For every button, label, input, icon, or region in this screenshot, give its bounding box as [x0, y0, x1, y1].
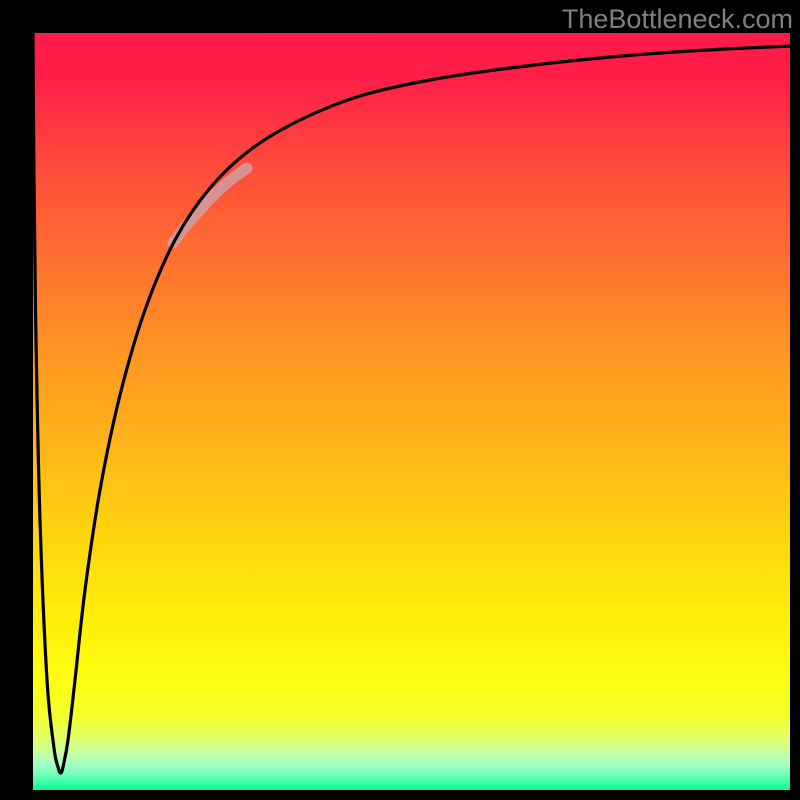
plot-gradient	[33, 33, 790, 790]
chart-svg	[0, 0, 800, 800]
chart-container: TheBottleneck.com	[0, 0, 800, 800]
watermark-text: TheBottleneck.com	[562, 4, 793, 35]
